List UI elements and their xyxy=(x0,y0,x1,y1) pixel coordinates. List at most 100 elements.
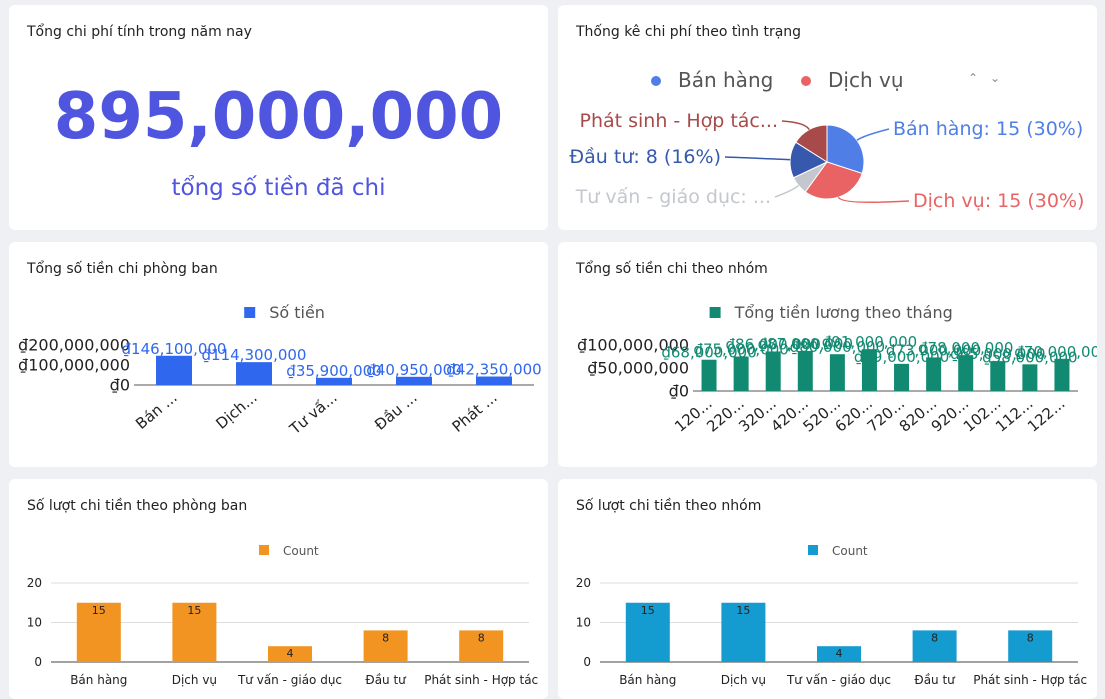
bar xyxy=(76,602,121,662)
data-label: 8 xyxy=(1027,631,1034,644)
data-label: ₫59,000,000 xyxy=(854,348,949,366)
y-tick-label: ₫100,000,000 xyxy=(18,356,130,375)
legend-label: Count xyxy=(283,544,319,558)
pie-leader-line xyxy=(724,156,791,161)
legend-label: Bán hàng xyxy=(678,68,773,92)
dept-count-card: Số lượt chi tiền theo phòng ban Count 0 10… xyxy=(9,479,548,699)
data-label: 8 xyxy=(931,631,938,644)
pie-slice-label: Tư vấn - giáo dục: ... xyxy=(575,186,771,208)
y-tick-label: 0 xyxy=(583,655,591,669)
chevron-down-icon[interactable]: ⌄ xyxy=(990,71,1001,85)
x-tick-label: Đầu ... xyxy=(371,388,420,434)
x-tick-label: Dịch... xyxy=(212,388,260,433)
y-tick-label: ₫0 xyxy=(669,382,689,401)
bar xyxy=(625,602,670,662)
y-tick-label: 0 xyxy=(34,655,42,669)
total-expense-card: Tổng chi phí tính trong năm nay 895,000,… xyxy=(9,5,548,230)
bar xyxy=(990,361,1006,391)
bar xyxy=(817,646,861,662)
chevron-up-icon[interactable]: ⌃ xyxy=(968,71,979,85)
bar xyxy=(797,350,813,391)
data-label: ₫40,950,000 xyxy=(366,361,461,379)
dept-amount-card: Tổng số tiền chi phòng ban Số tiền ₫0 ₫100… xyxy=(9,242,548,467)
bar xyxy=(765,351,781,391)
y-tick-label: 10 xyxy=(27,616,42,630)
bar xyxy=(721,602,766,662)
legend-swatch xyxy=(651,76,661,86)
data-label: ₫42,350,000 xyxy=(446,361,541,379)
y-tick-label: ₫0 xyxy=(110,376,130,395)
data-label: ₫58,000,000 xyxy=(982,348,1077,366)
dept-count-bar-chart: Count 0 10 20 15 Bán hàng 15 Dịch vụ 4 Tư vấn - g… xyxy=(27,544,538,687)
pie-leader-line xyxy=(856,128,890,141)
total-expense-subtitle: tổng số tiền đã chi xyxy=(171,175,386,201)
data-label: ₫70,000,000 xyxy=(1014,343,1097,361)
y-tick-label: ₫200,000,000 xyxy=(18,336,130,355)
data-label: ₫65,000,000 xyxy=(950,345,1045,363)
x-tick-label: Bán hàng xyxy=(70,673,127,687)
legend-label: Dịch vụ xyxy=(828,68,904,92)
y-tick-label: ₫50,000,000 xyxy=(587,359,689,378)
bar xyxy=(268,646,312,662)
y-tick-label: 20 xyxy=(576,576,591,590)
group-count-bar-chart: Count 0 10 20 15 Bán hàng 15 Dịch vụ 4 Tư vấn - g… xyxy=(576,544,1087,687)
card-title: Thống kê chi phí theo tình trạng xyxy=(576,24,802,40)
card-title: Tổng số tiền chi phòng ban xyxy=(27,261,218,277)
legend-swatch xyxy=(244,307,256,318)
x-tick-label: Dịch vụ xyxy=(721,673,766,687)
data-label: 8 xyxy=(382,631,389,644)
bar xyxy=(172,602,217,662)
legend-swatch xyxy=(709,307,721,318)
data-label: ₫86,000,000 xyxy=(725,335,820,353)
data-label: 8 xyxy=(478,631,485,644)
y-tick-label: 20 xyxy=(27,576,42,590)
pie-slice-label: Đầu tư: 8 (16%) xyxy=(569,146,721,168)
data-label: 15 xyxy=(641,604,655,617)
x-tick-label: Dịch vụ xyxy=(172,673,217,687)
data-label: 15 xyxy=(736,604,750,617)
bar xyxy=(894,363,910,391)
x-tick-label: 122... xyxy=(1024,394,1068,435)
data-label: ₫114,300,000 xyxy=(202,346,307,364)
data-label: ₫73,000,000 xyxy=(886,341,981,359)
data-label: 15 xyxy=(187,604,201,617)
x-tick-label: Tư vấn - giáo dục xyxy=(786,673,891,687)
x-tick-label: Bán ... xyxy=(132,388,180,433)
bar xyxy=(829,354,845,391)
x-tick-label: Bán hàng xyxy=(619,673,676,687)
card-title: Tổng số tiền chi theo nhóm xyxy=(576,261,768,277)
bar xyxy=(459,630,504,662)
data-label: ₫68,000,000 xyxy=(661,344,756,362)
x-tick-label: Tư vấ... xyxy=(285,388,340,438)
bar xyxy=(236,362,272,385)
bar xyxy=(1054,358,1070,391)
data-label: ₫78,000,000 xyxy=(918,339,1013,357)
data-label: ₫75,000,000 xyxy=(693,341,788,359)
bar xyxy=(926,357,942,391)
x-tick-label: Phát sinh - Hợp tác xyxy=(424,673,538,687)
y-tick-label: 10 xyxy=(576,616,591,630)
pie-slice-label: Bán hàng: 15 (30%) xyxy=(893,118,1083,140)
bar xyxy=(156,355,192,385)
bar xyxy=(476,376,512,385)
bar xyxy=(363,630,408,662)
group-count-card: Số lượt chi tiền theo nhóm Count 0 10 20 15 B… xyxy=(558,479,1097,699)
x-tick-label: Phát sinh - Hợp tác xyxy=(973,673,1087,687)
bar xyxy=(958,355,974,391)
legend-swatch xyxy=(259,545,269,555)
x-tick-label: Đầu tư xyxy=(365,673,407,687)
x-tick-label: Phát ... xyxy=(449,388,501,436)
pie-leader-line xyxy=(837,196,910,204)
data-label: 15 xyxy=(92,604,106,617)
y-tick-label: ₫100,000,000 xyxy=(577,336,689,355)
pie-slice-label: Phát sinh - Hợp tác... xyxy=(580,110,779,132)
legend-label: Tổng tiền lương theo tháng xyxy=(734,303,953,322)
data-label: ₫91,000,000 xyxy=(822,333,917,351)
data-label: ₫35,900,000 xyxy=(286,362,381,380)
data-label: 4 xyxy=(287,647,294,660)
legend-swatch xyxy=(808,545,818,555)
x-tick-label: Đầu tư xyxy=(914,673,956,687)
data-label: 4 xyxy=(836,647,843,660)
group-amount-bar-chart: Tổng tiền lương theo tháng₫0₫50,000,000₫… xyxy=(577,303,1097,436)
pie-slice-label: Dịch vụ: 15 (30%) xyxy=(913,190,1084,212)
